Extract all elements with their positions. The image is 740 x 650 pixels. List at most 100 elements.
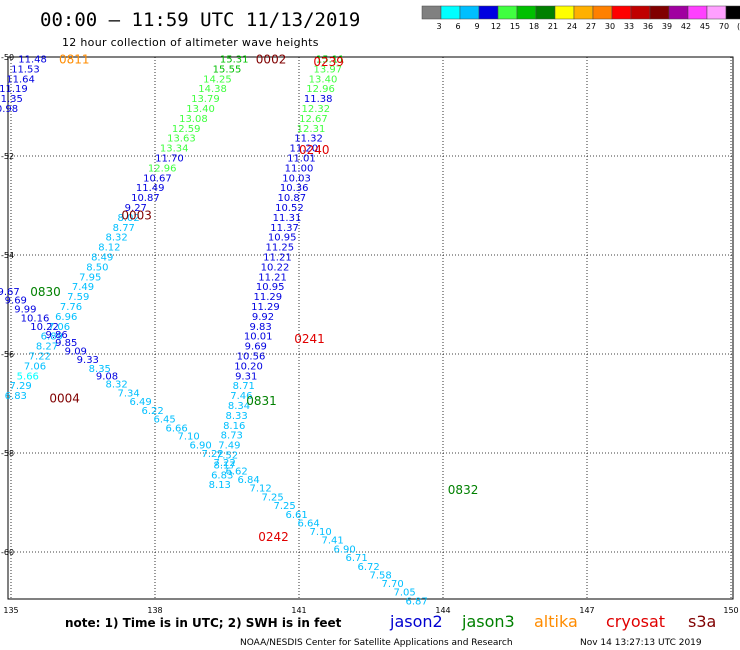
swh-value: 14.38 <box>198 84 227 95</box>
scale-swatch <box>706 5 727 20</box>
scale-swatch <box>440 5 461 20</box>
swh-value: 12.59 <box>172 124 201 135</box>
swh-value: 8.33 <box>225 411 247 422</box>
swh-value: 6.87 <box>405 597 427 608</box>
y-tick-label: -58 <box>1 449 14 458</box>
swh-value: 7.49 <box>72 282 94 293</box>
scale-swatch <box>516 5 537 20</box>
scale-label: 6 <box>455 22 460 31</box>
swh-value: 9.69 <box>5 296 27 307</box>
swh-value: 11.37 <box>270 223 299 234</box>
swh-value: 9.67 <box>0 287 20 298</box>
y-tick-label: -56 <box>1 350 14 359</box>
swh-value: 10.22 <box>261 262 290 273</box>
swh-value: 6.62 <box>225 466 247 477</box>
swh-value: 6.45 <box>153 414 175 425</box>
swh-value: 10.52 <box>275 203 304 214</box>
swh-value: 7.46 <box>230 391 252 402</box>
swh-value: 10.36 <box>280 183 309 194</box>
scale-label: (ft) <box>737 22 740 31</box>
x-axis-ticks: 135 138 141 144 147 150 <box>3 606 738 615</box>
swh-value: 7.25 <box>273 501 295 512</box>
swh-value: 8.17 <box>213 460 235 471</box>
footer: note: 1) Time is in UTC; 2) SWH is in fe… <box>65 612 716 648</box>
swh-value: 7.06 <box>48 322 70 333</box>
swh-value: 10.20 <box>234 361 263 372</box>
swh-value: 6.84 <box>237 475 259 486</box>
swh-value: 13.40 <box>186 104 215 115</box>
swh-value: 7.22 <box>29 351 51 362</box>
swh-value: 10.98 <box>0 104 18 115</box>
swh-value: 11.00 <box>285 163 314 174</box>
legend-item: cryosat <box>606 612 665 631</box>
swh-value: 12.96 <box>306 84 335 95</box>
swh-value: 7.06 <box>24 361 46 372</box>
swh-value: 5.66 <box>17 371 39 382</box>
swh-value: 7.34 <box>117 389 139 400</box>
swh-value: 13.63 <box>167 134 196 145</box>
swh-value: 10.01 <box>244 332 273 343</box>
time-label: 0239 <box>313 55 344 69</box>
swh-value: 10.67 <box>143 173 172 184</box>
swh-value: 9.69 <box>245 342 267 353</box>
scale-swatch <box>687 5 708 20</box>
swh-value: 10.87 <box>277 193 306 204</box>
time-labels: 0811 0002 0239 0240 0003 0830 0241 0004 0831 0832… <box>30 52 478 544</box>
scale-label: 39 <box>662 22 672 31</box>
legend-item: jason3 <box>461 612 515 631</box>
scale-label: 36 <box>643 22 653 31</box>
swh-value: 6.72 <box>357 562 379 573</box>
swh-value: 8.32 <box>105 233 127 244</box>
scale-swatch <box>459 5 480 20</box>
swh-value: 7.10 <box>309 527 331 538</box>
time-label: 0004 <box>49 392 80 406</box>
y-tick-label: -60 <box>1 548 14 557</box>
swh-value: 11.01 <box>287 153 316 164</box>
swh-value: 6.89 <box>41 332 63 343</box>
swh-value: 7.22 <box>201 449 223 460</box>
x-tick-label: 150 <box>723 606 738 615</box>
swh-value: 9.27 <box>125 203 147 214</box>
x-tick-label: 144 <box>435 606 450 615</box>
scale-label: 27 <box>586 22 596 31</box>
swh-value: 7.29 <box>9 381 31 392</box>
swh-value: 8.13 <box>209 480 231 491</box>
scale-label: 45 <box>700 22 710 31</box>
swh-value: 7.25 <box>261 493 283 504</box>
plot-area <box>7 56 734 600</box>
time-label: 0832 <box>448 483 479 497</box>
swh-value: 13.40 <box>309 74 338 85</box>
swh-value: 9.09 <box>65 347 87 358</box>
scale-swatch <box>611 5 632 20</box>
swh-value: 10.56 <box>237 351 266 362</box>
x-tick-label: 135 <box>3 606 18 615</box>
legend-item: altika <box>534 612 578 631</box>
swh-value: 6.83 <box>211 470 233 481</box>
grid-lines <box>8 56 733 599</box>
swh-value: 11.20 <box>289 144 318 155</box>
swh-value: 7.76 <box>60 302 82 313</box>
swh-value: 8.77 <box>113 223 135 234</box>
swh-value: 12.96 <box>148 163 177 174</box>
scale-label: 18 <box>529 22 539 31</box>
scale-label: 9 <box>474 22 479 31</box>
footer-timestamp: Nov 14 13:27:13 UTC 2019 <box>580 638 702 648</box>
swh-value: 6.61 <box>285 510 307 521</box>
y-tick-label: -54 <box>1 251 14 260</box>
swh-value: 7.49 <box>218 441 240 452</box>
swh-value: 8.27 <box>36 342 58 353</box>
scale-swatch <box>497 5 518 20</box>
scale-label: 33 <box>624 22 634 31</box>
swh-value: 13.97 <box>313 64 342 75</box>
swh-value: 11.49 <box>136 183 165 194</box>
swh-value: 6.96 <box>55 312 77 323</box>
swh-value: 8.32 <box>105 380 127 391</box>
swh-value: 7.58 <box>369 570 391 581</box>
swh-value: 10.16 <box>21 313 50 324</box>
scale-swatch <box>573 5 594 20</box>
swh-value: 9.99 <box>14 304 36 315</box>
swh-value: 8.12 <box>98 243 120 254</box>
swh-value: 9.83 <box>249 322 271 333</box>
swh-value: 15.31 <box>220 54 249 65</box>
